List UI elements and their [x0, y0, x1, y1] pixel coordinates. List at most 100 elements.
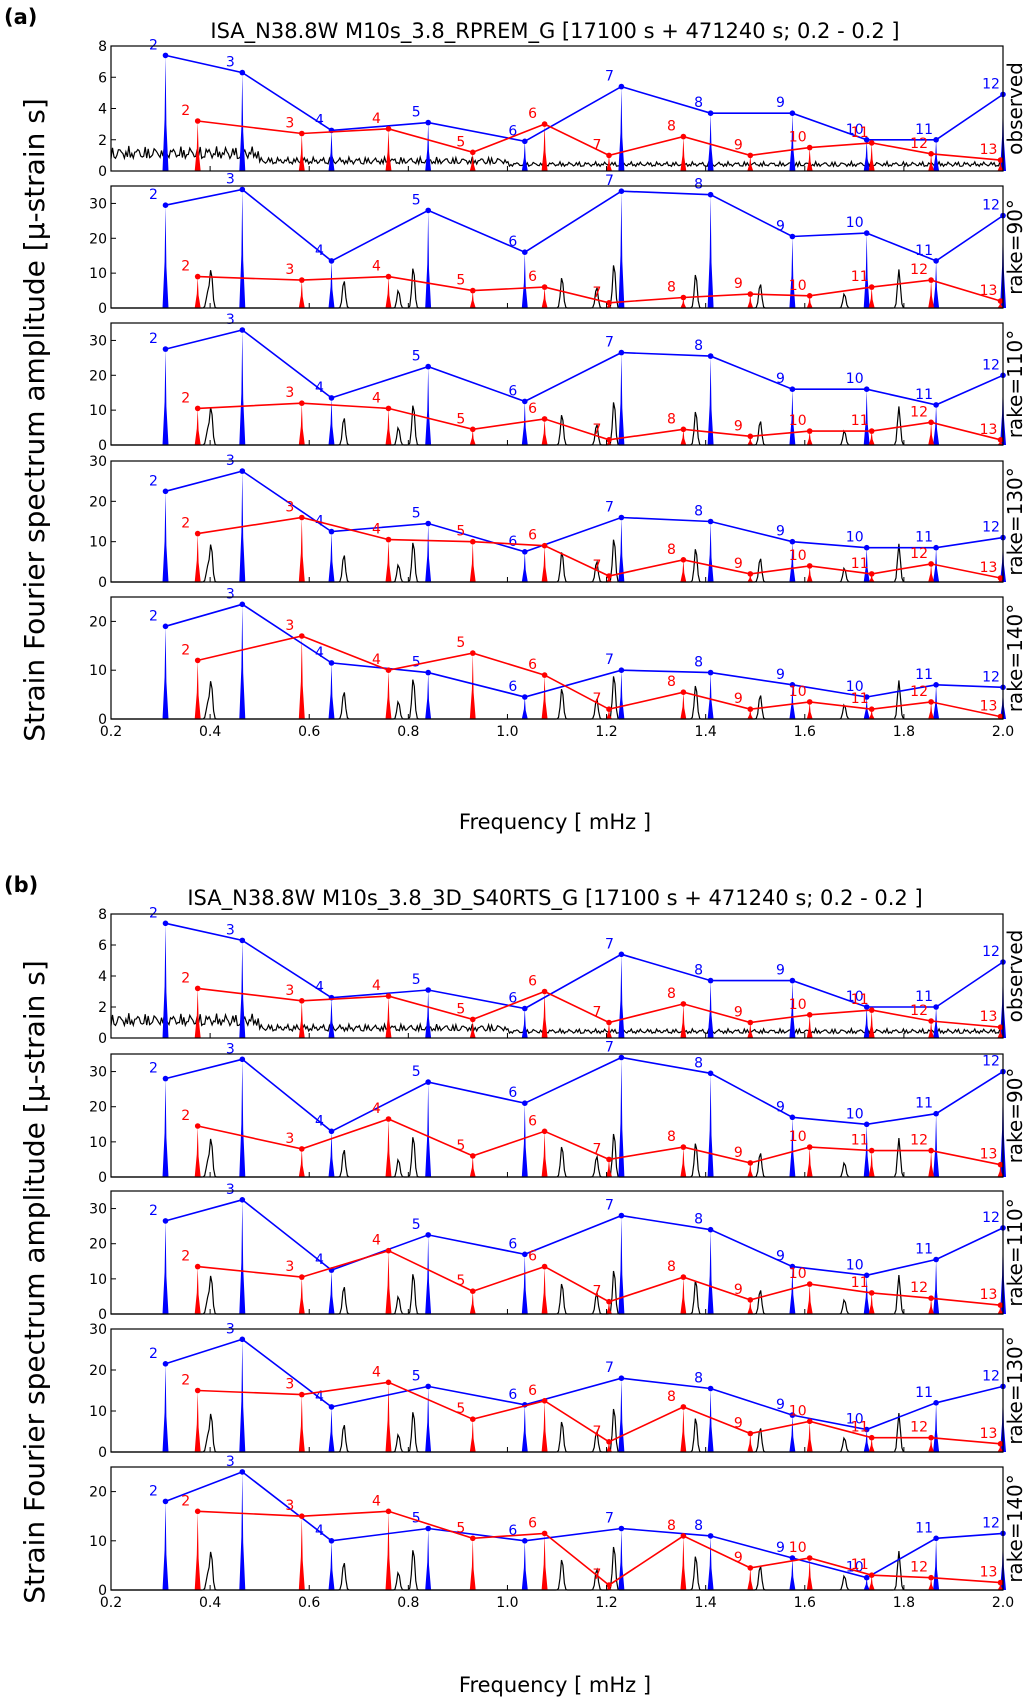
red-mode-label: 6 [528, 401, 537, 417]
blue-peak [328, 397, 335, 445]
red-mode-label: 9 [734, 1416, 743, 1432]
red-peak [541, 991, 548, 1038]
red-point [606, 152, 612, 159]
blue-mode-label: 4 [315, 980, 324, 996]
blue-mode-label: 7 [605, 936, 614, 952]
blue-point [618, 1054, 625, 1061]
y-tick-label: 0 [98, 712, 107, 728]
red-peak [806, 147, 813, 171]
blue-point [789, 110, 796, 116]
blue-point [618, 1375, 625, 1381]
red-peak [298, 636, 305, 719]
blue-mode-label: 4 [315, 1523, 324, 1539]
y-tick-label: 20 [89, 1485, 107, 1501]
red-peak [469, 1019, 476, 1038]
blue-mode-label: 12 [982, 1368, 1000, 1384]
blue-peak [521, 141, 528, 171]
axes-frame [110, 1466, 1004, 1591]
blue-point [162, 52, 169, 59]
red-mode-label: 8 [667, 542, 676, 558]
blue-point [933, 1004, 939, 1010]
red-peak [298, 1000, 305, 1038]
red-peak [747, 1433, 754, 1452]
red-mode-label: 13 [980, 1009, 998, 1025]
blue-point [863, 544, 870, 551]
red-peak [806, 1421, 813, 1452]
axes-frame [110, 460, 1004, 583]
blue-mode-label: 5 [412, 1511, 421, 1527]
blue-mode-label: 12 [982, 198, 1000, 214]
blue-mode-label: 2 [149, 608, 158, 624]
panel-2: 2 3 4 5 6 7 8 9 10 11 12 2 3 4 5 6 7 8 9 10 11 12 13 0 10 20 30 rak… [89, 172, 1027, 318]
red-point [997, 298, 1004, 304]
blue-mode-label: 10 [846, 1106, 864, 1122]
red-point [997, 437, 1004, 443]
red-peak [806, 565, 813, 582]
blue-point [618, 951, 625, 958]
blue-mode-label: 5 [412, 972, 421, 988]
red-point [997, 1302, 1004, 1308]
red-point [385, 405, 392, 412]
figure-b: (b) ISA_N38.8W M10s_3.8_3D_S40RTS_G [171… [4, 873, 1027, 1697]
red-mode-label: 12 [910, 1280, 928, 1296]
red-peak [541, 1400, 548, 1452]
panel-label: rake=110° [1003, 330, 1027, 439]
blue-point [425, 119, 432, 126]
blue-peak [789, 684, 796, 719]
red-mode-label: 3 [285, 1131, 294, 1147]
red-point [470, 426, 476, 433]
red-point [868, 1572, 875, 1578]
blue-peak [933, 684, 940, 719]
red-peak [469, 1538, 476, 1590]
blue-mode-label: 6 [508, 679, 517, 695]
panel-label: rake=140° [1003, 604, 1027, 713]
red-point [868, 1147, 875, 1154]
blue-peak [789, 113, 796, 171]
red-point [680, 689, 687, 695]
red-mode-label: 5 [456, 1520, 465, 1536]
blue-peak [933, 1007, 940, 1038]
blue-mode-label: 10 [846, 530, 864, 546]
red-mode-label: 7 [593, 137, 602, 153]
blue-peak [707, 672, 714, 719]
blue-peak [618, 191, 625, 308]
blue-mode-label: 11 [915, 1096, 933, 1112]
blue-peak [239, 330, 246, 445]
blue-mode-label: 5 [412, 1217, 421, 1233]
blue-peak [789, 1415, 796, 1452]
red-series-line [197, 1510, 1001, 1587]
blue-point [162, 202, 169, 208]
x-tick-label: 0.2 [100, 1595, 122, 1611]
red-point [470, 1153, 476, 1159]
blue-mode-label: 8 [694, 504, 703, 520]
red-peak [680, 1277, 687, 1314]
blue-peak [239, 1471, 246, 1590]
red-point [680, 1404, 687, 1410]
blue-point [425, 987, 432, 993]
blue-point [239, 1469, 246, 1475]
blue-point [863, 694, 870, 700]
blue-point [618, 667, 625, 673]
x-tick-label: 2.0 [992, 724, 1014, 740]
blue-point [328, 1128, 335, 1135]
blue-mode-label: 6 [508, 123, 517, 139]
blue-mode-label: 12 [982, 1515, 1000, 1531]
panel-label: rake=130° [1003, 467, 1027, 576]
red-point [606, 706, 612, 712]
blue-peak [863, 1577, 870, 1590]
blue-point [239, 1336, 246, 1343]
blue-mode-label: 8 [694, 1518, 703, 1534]
blue-peak [425, 1082, 432, 1177]
red-peak [868, 142, 875, 171]
red-mode-label: 12 [910, 1560, 928, 1576]
blue-mode-label: 3 [226, 1041, 235, 1057]
red-point [806, 1281, 813, 1287]
red-point [541, 416, 548, 422]
blue-mode-label: 11 [915, 387, 933, 403]
red-mode-label: 10 [789, 1403, 807, 1419]
blue-mode-label: 4 [315, 645, 324, 661]
red-mode-label: 12 [910, 136, 928, 152]
blue-mode-label: 2 [149, 187, 158, 203]
red-mode-label: 6 [528, 1249, 537, 1265]
